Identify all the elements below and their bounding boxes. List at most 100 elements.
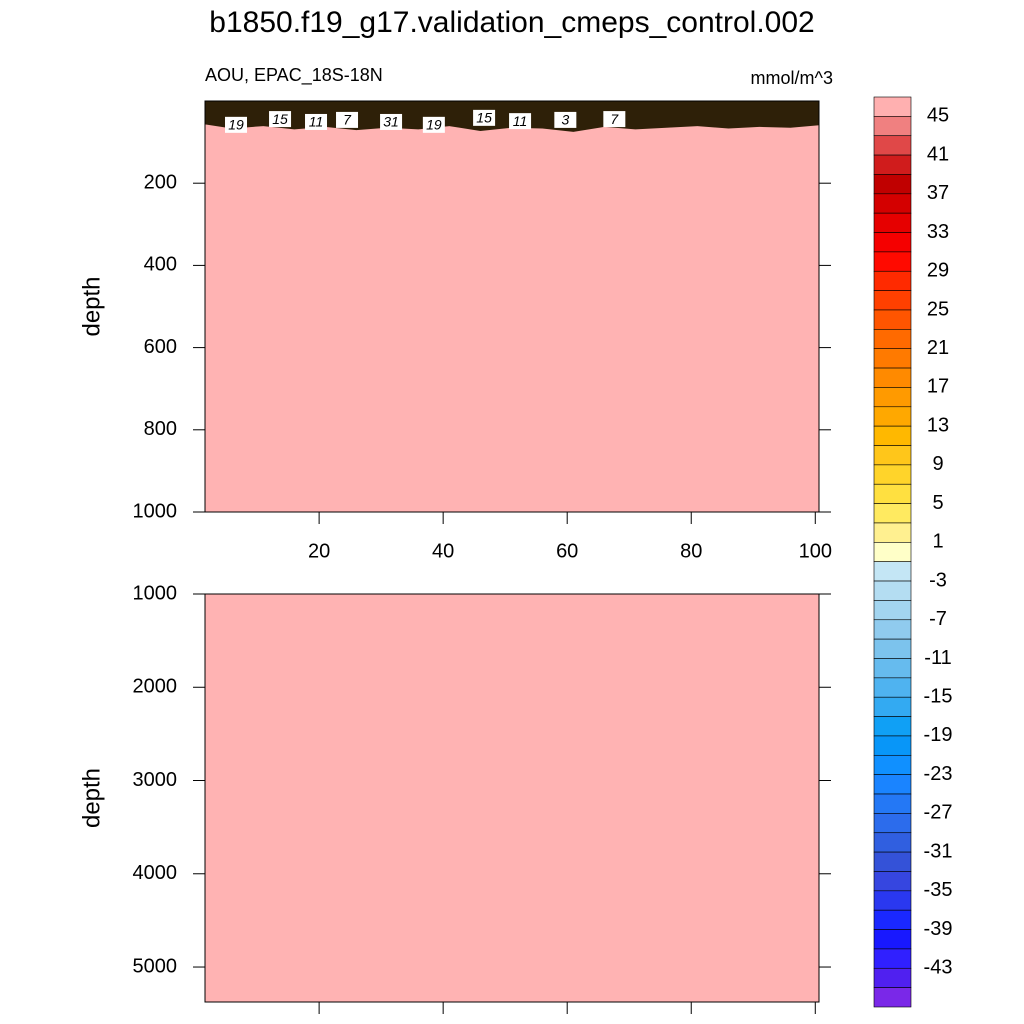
colorbar-box bbox=[873, 193, 912, 214]
colorbar-box bbox=[873, 909, 912, 930]
colorbar-label: 25 bbox=[927, 298, 949, 320]
contour-label-box bbox=[603, 111, 626, 128]
colorbar-label: -39 bbox=[924, 918, 953, 940]
colorbar-label: -31 bbox=[924, 840, 953, 862]
colorbar-label: 17 bbox=[927, 376, 949, 398]
colorbar-box bbox=[873, 251, 912, 272]
y-tick-label: 1000 bbox=[133, 582, 178, 604]
colorbar-box bbox=[873, 658, 912, 679]
figure-title: b1850.f19_g17.validation_cmeps_control.0… bbox=[209, 6, 814, 39]
colorbar-box bbox=[873, 600, 912, 621]
contour-label: 19 bbox=[228, 117, 244, 133]
contour-label-box bbox=[554, 111, 577, 128]
contour-label-box bbox=[509, 113, 532, 130]
colorbar-box bbox=[873, 987, 912, 1008]
colorbar-box bbox=[873, 832, 912, 853]
colorbar-label: -27 bbox=[924, 802, 953, 824]
colorbar-box bbox=[873, 348, 912, 369]
colorbar-label: 13 bbox=[927, 414, 949, 436]
y-tick-label: 400 bbox=[144, 254, 177, 276]
colorbar-box bbox=[873, 290, 912, 311]
colorbar-box bbox=[873, 116, 912, 137]
contour-label: 3 bbox=[561, 112, 569, 128]
y-tick-label: 200 bbox=[144, 171, 177, 193]
colorbar-box bbox=[873, 793, 912, 814]
colorbar-label: 9 bbox=[932, 453, 943, 475]
subtitle: AOU, EPAC_18S-18N bbox=[205, 65, 383, 86]
colorbar-box bbox=[873, 329, 912, 350]
y-axis-label: depth bbox=[78, 768, 105, 828]
colorbar-label: -11 bbox=[924, 647, 951, 669]
contour-label-box bbox=[305, 113, 328, 130]
colorbar-box bbox=[873, 890, 912, 911]
colorbar-label: 21 bbox=[927, 337, 949, 359]
colorbar-label: 41 bbox=[927, 143, 949, 165]
colorbar-label: 1 bbox=[932, 531, 943, 553]
colorbar-box bbox=[873, 174, 912, 195]
y-tick-label: 3000 bbox=[133, 769, 178, 791]
colorbar-box bbox=[873, 716, 912, 737]
contour-label: 31 bbox=[383, 114, 399, 130]
colorbar-box bbox=[873, 638, 912, 659]
colorbar-label: 33 bbox=[927, 221, 949, 243]
colorbar-box bbox=[873, 619, 912, 640]
colorbar-box bbox=[873, 367, 912, 388]
colorbar-box bbox=[873, 464, 912, 485]
contour-label: 7 bbox=[343, 112, 352, 128]
plot-frame bbox=[204, 593, 820, 1003]
colorbar-box bbox=[873, 542, 912, 562]
colorbar-box bbox=[873, 948, 912, 969]
colorbar-box bbox=[873, 967, 912, 988]
contour-label-box bbox=[422, 116, 445, 133]
y-axis-label: depth bbox=[78, 276, 105, 336]
colorbar-label: -7 bbox=[929, 608, 947, 630]
colorbar-box bbox=[873, 813, 912, 834]
contour-label-box bbox=[336, 111, 359, 128]
field-fill bbox=[205, 101, 819, 512]
colorbar-label: -23 bbox=[924, 763, 953, 785]
colorbar-box bbox=[873, 406, 912, 427]
colorbar-box bbox=[873, 387, 912, 408]
colorbar-box bbox=[873, 212, 912, 233]
contour-label-box bbox=[269, 111, 292, 128]
contour-label: 19 bbox=[426, 117, 442, 133]
colorbar-box bbox=[873, 561, 912, 582]
colorbar-box bbox=[873, 735, 912, 756]
colorbar-box bbox=[873, 135, 912, 156]
contour-label: 11 bbox=[309, 114, 324, 130]
colorbar-box bbox=[873, 929, 912, 950]
colorbar-box bbox=[873, 445, 912, 466]
contour-label: 7 bbox=[610, 111, 619, 127]
colorbar-box bbox=[873, 154, 912, 175]
colorbar-box bbox=[873, 851, 912, 872]
colorbar-label: 45 bbox=[927, 105, 949, 127]
contour-label: 15 bbox=[476, 110, 492, 126]
colorbar-box bbox=[873, 96, 912, 117]
y-tick-label: 4000 bbox=[133, 862, 178, 884]
y-tick-label: 5000 bbox=[133, 955, 178, 977]
y-tick-label: 800 bbox=[144, 418, 177, 440]
x-tick-label: 40 bbox=[432, 540, 454, 562]
contour-label-box bbox=[473, 109, 496, 126]
colorbar-label: -35 bbox=[924, 879, 953, 901]
colorbar-label: -3 bbox=[929, 569, 947, 591]
contour-label: 11 bbox=[513, 113, 528, 129]
colorbar-box bbox=[873, 774, 912, 795]
colorbar-box bbox=[873, 754, 912, 775]
contour-label: 15 bbox=[272, 111, 288, 127]
colorbar-box bbox=[873, 232, 912, 253]
field-fill bbox=[205, 594, 819, 1002]
colorbar-label: 5 bbox=[932, 492, 943, 514]
colorbar-box bbox=[873, 425, 912, 446]
contour-label-box bbox=[225, 116, 248, 133]
colorbar-box bbox=[873, 503, 912, 524]
colorbar-box bbox=[873, 580, 912, 601]
y-tick-label: 2000 bbox=[133, 676, 178, 698]
colorbar-label: -43 bbox=[924, 957, 953, 979]
colorbar-box bbox=[873, 309, 912, 330]
plot-frame bbox=[204, 100, 820, 513]
colorbar-box bbox=[873, 270, 912, 291]
x-tick-label: 60 bbox=[556, 540, 578, 562]
